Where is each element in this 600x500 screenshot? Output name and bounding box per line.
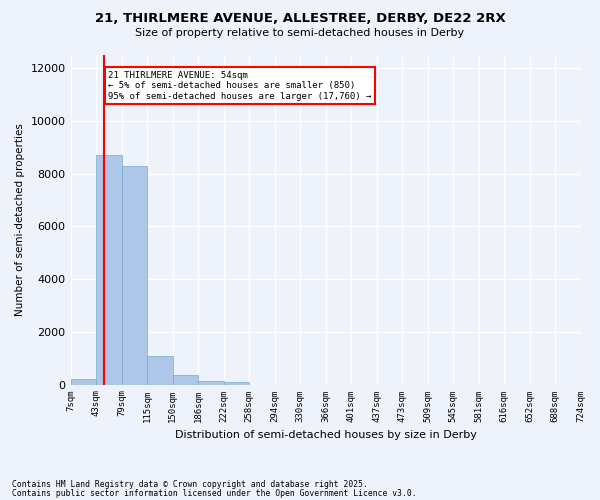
Text: Contains public sector information licensed under the Open Government Licence v3: Contains public sector information licen…	[12, 489, 416, 498]
Bar	[173, 376, 198, 384]
X-axis label: Distribution of semi-detached houses by size in Derby: Distribution of semi-detached houses by …	[175, 430, 476, 440]
Y-axis label: Number of semi-detached properties: Number of semi-detached properties	[15, 124, 25, 316]
Bar	[122, 166, 147, 384]
Bar	[147, 356, 173, 384]
Text: Size of property relative to semi-detached houses in Derby: Size of property relative to semi-detach…	[136, 28, 464, 38]
Text: 21 THIRLMERE AVENUE: 54sqm
← 5% of semi-detached houses are smaller (850)
95% of: 21 THIRLMERE AVENUE: 54sqm ← 5% of semi-…	[109, 71, 372, 101]
Text: Contains HM Land Registry data © Crown copyright and database right 2025.: Contains HM Land Registry data © Crown c…	[12, 480, 368, 489]
Bar	[224, 382, 249, 384]
Bar	[96, 155, 122, 384]
Text: 21, THIRLMERE AVENUE, ALLESTREE, DERBY, DE22 2RX: 21, THIRLMERE AVENUE, ALLESTREE, DERBY, …	[95, 12, 505, 26]
Bar	[71, 380, 96, 384]
Bar	[198, 380, 224, 384]
